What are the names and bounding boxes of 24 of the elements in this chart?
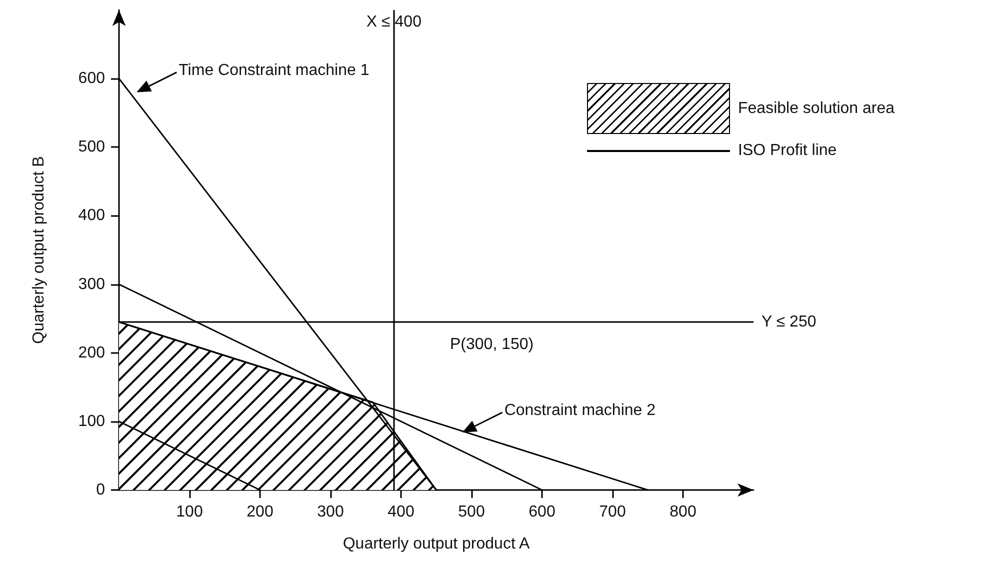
y-tick-label: 300: [78, 276, 106, 293]
y-tick-label: 0: [96, 482, 106, 498]
x-tick-label: 100: [176, 504, 203, 520]
x-tick-label: 300: [317, 504, 344, 520]
text: ISO Profit line: [738, 142, 837, 160]
y-tick-label: 600: [78, 70, 106, 88]
annotation: P(300, 150): [450, 336, 534, 354]
x-axis-title: Quarterly output product A: [342, 536, 530, 552]
y-tick-label: 400: [78, 207, 106, 224]
ref-line-label: X ≤ 400: [366, 14, 422, 30]
x-tick-label: 700: [599, 504, 626, 520]
x-tick-label: 800: [670, 504, 696, 520]
x-tick-label: 500: [458, 504, 485, 520]
x-tick-label: 200: [246, 504, 274, 520]
ref-line-label: Y ≤ 250: [762, 314, 816, 330]
y-axis-title: Quarterly output product B: [30, 156, 48, 344]
y-tick-label: 500: [78, 138, 106, 156]
y-tick-label: 200: [78, 344, 106, 362]
x-tick-label: 600: [528, 504, 556, 520]
y-tick-label: 100: [78, 412, 106, 430]
annotation: Constraint machine 2: [504, 402, 656, 420]
text: Feasible solution area: [738, 100, 895, 118]
annotation: Time Constraint machine 1: [178, 62, 370, 80]
x-tick-label: 400: [388, 504, 414, 520]
